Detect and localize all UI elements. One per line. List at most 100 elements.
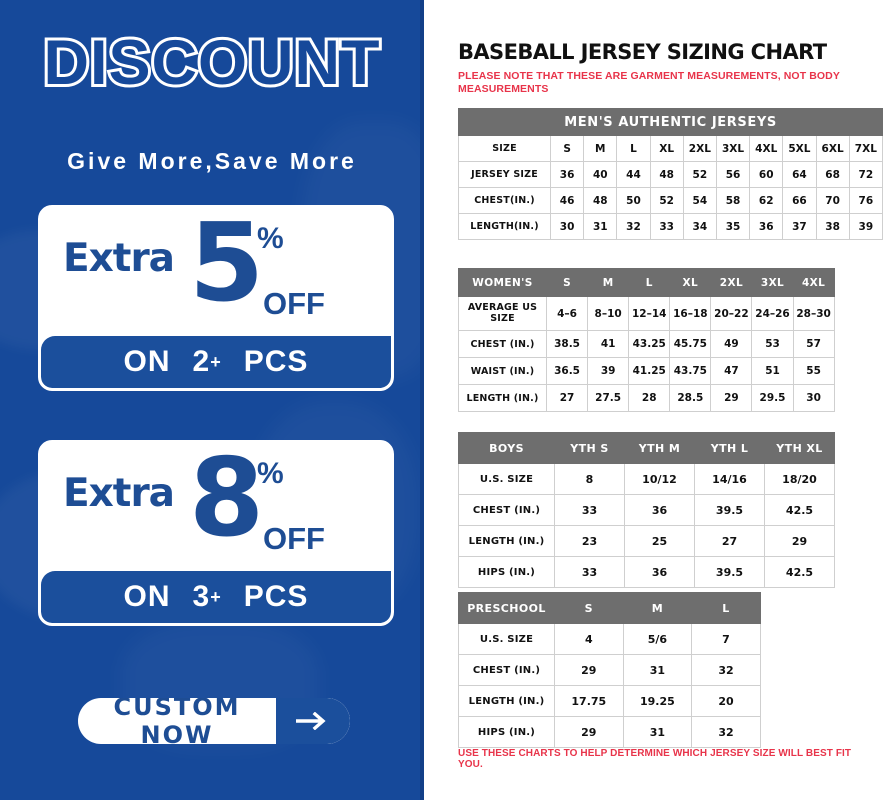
- column-header: 2XL: [682, 135, 717, 162]
- cell: 60: [749, 161, 784, 188]
- column-header: M: [622, 592, 693, 624]
- column-header: 6XL: [815, 135, 850, 162]
- offer-off-label: OFF: [263, 286, 325, 321]
- sizing-chart-panel: BASEBALL JERSEY SIZING CHART PLEASE NOTE…: [440, 0, 888, 800]
- cell: 43.25: [628, 330, 671, 358]
- row-label: LENGTH (IN.): [458, 384, 547, 412]
- row-label: WAIST (IN.): [458, 357, 547, 385]
- row-label: LENGTH(IN.): [458, 213, 551, 240]
- cell: 58: [715, 187, 751, 214]
- offer-pcs-label: PCS: [243, 580, 309, 613]
- cell: 30: [549, 213, 585, 240]
- cell: 36.5: [545, 357, 589, 385]
- column-header: S: [549, 135, 585, 162]
- column-header: 5XL: [782, 135, 817, 162]
- offer-discount-number: 5: [189, 205, 265, 326]
- table-header-row: PRESCHOOL S M L: [458, 592, 761, 624]
- column-header: 3XL: [751, 268, 794, 297]
- cell: 70: [815, 187, 850, 214]
- row-label: LENGTH (IN.): [458, 525, 555, 557]
- discount-headline-wrap: DISCOUNT: [0, 27, 424, 99]
- offer-percent-symbol: %: [257, 457, 284, 490]
- column-header: M: [587, 268, 630, 297]
- cell: 48: [649, 161, 684, 188]
- cell: 39: [848, 213, 884, 240]
- cell: 49: [710, 330, 753, 358]
- cell: 39: [587, 357, 630, 385]
- table-row: CHEST (IN.) 38.5 41 43.25 45.75 49 53 57: [458, 330, 835, 358]
- offer-qty-plus: +: [210, 351, 222, 372]
- cell: 68: [815, 161, 850, 188]
- table-row: LENGTH (IN.) 27 27.5 28 28.5 29 29.5 30: [458, 384, 835, 412]
- preschool-sizing-table: PRESCHOOL S M L U.S. SIZE 4 5/6 7 CHEST …: [458, 592, 761, 748]
- table-row: LENGTH(IN.) 30 31 32 33 34 35 36 37 38 3…: [458, 213, 884, 240]
- cell: 29: [554, 654, 624, 686]
- cell: 16–18: [669, 296, 712, 331]
- cell: 36: [624, 556, 695, 588]
- cell: 4–6: [545, 296, 589, 331]
- cell: 28–30: [792, 296, 835, 331]
- cell: 18/20: [764, 463, 835, 495]
- offer-card-8-percent[interactable]: Extra 8 % OFF ON 3 + PCS: [38, 440, 394, 626]
- arrow-right-icon: [276, 698, 350, 744]
- cell: 34: [682, 213, 717, 240]
- row-header-label: PRESCHOOL: [458, 592, 555, 624]
- cell: 32: [616, 213, 651, 240]
- cell: 20: [691, 685, 761, 717]
- cell: 14/16: [694, 463, 765, 495]
- column-header: YTH L: [694, 432, 765, 464]
- cell: 44: [616, 161, 651, 188]
- table-row: LENGTH (IN.) 23 25 27 29: [458, 525, 835, 557]
- cell: 10/12: [624, 463, 695, 495]
- womens-sizing-table: WOMEN'S S M L XL 2XL 3XL 4XL AVERAGE US …: [458, 268, 835, 412]
- cell: 31: [622, 654, 693, 686]
- row-label: HIPS (IN.): [458, 556, 555, 588]
- cell: 28.5: [669, 384, 712, 412]
- table-header-row: BOYS YTH S YTH M YTH L YTH XL: [458, 432, 835, 464]
- row-header-label: WOMEN'S: [458, 268, 547, 297]
- row-label: HIPS (IN.): [458, 716, 555, 748]
- cell: 45.75: [669, 330, 712, 358]
- discount-headline: DISCOUNT: [41, 27, 383, 99]
- row-label: U.S. SIZE: [458, 623, 555, 655]
- cell: 23: [554, 525, 625, 557]
- offer-condition-bar: ON 2 + PCS: [41, 336, 391, 388]
- cell: 51: [751, 357, 794, 385]
- cell: 27: [545, 384, 589, 412]
- table-row: HIPS (IN.) 29 31 32: [458, 716, 761, 748]
- table-row: HIPS (IN.) 33 36 39.5 42.5: [458, 556, 835, 588]
- cell: 36: [549, 161, 585, 188]
- cell: 39.5: [694, 494, 765, 526]
- cell: 33: [649, 213, 684, 240]
- table-row: U.S. SIZE 8 10/12 14/16 18/20: [458, 463, 835, 495]
- cell: 27: [694, 525, 765, 557]
- offer-extra-label: Extra: [63, 236, 175, 281]
- offer-percent-symbol: %: [257, 222, 284, 255]
- cell: 46: [549, 187, 585, 214]
- column-header: M: [583, 135, 618, 162]
- cell: 28: [628, 384, 671, 412]
- row-header-label: BOYS: [458, 432, 555, 464]
- offer-qty: 3: [192, 580, 211, 613]
- cell: 52: [649, 187, 684, 214]
- table-banner-row: MEN'S AUTHENTIC JERSEYS: [457, 108, 884, 136]
- cell: 36: [749, 213, 784, 240]
- cell: 8–10: [587, 296, 630, 331]
- table-header-row: SIZE S M L XL 2XL 3XL 4XL 5XL 6XL 7XL: [458, 135, 884, 162]
- cell: 64: [782, 161, 817, 188]
- offer-card-5-percent[interactable]: Extra 5 % OFF ON 2 + PCS: [38, 205, 394, 391]
- cell: 72: [848, 161, 884, 188]
- custom-now-button[interactable]: CUSTOM NOW: [78, 698, 350, 744]
- cell: 55: [792, 357, 835, 385]
- table-row: WAIST (IN.) 36.5 39 41.25 43.75 47 51 55: [458, 357, 835, 385]
- cell: 29: [764, 525, 835, 557]
- cell: 39.5: [694, 556, 765, 588]
- cell: 38: [815, 213, 850, 240]
- offer-extra-label: Extra: [63, 471, 175, 516]
- column-header: 4XL: [749, 135, 784, 162]
- cell: 29.5: [751, 384, 794, 412]
- cell: 47: [710, 357, 753, 385]
- cell: 32: [691, 654, 761, 686]
- cell: 4: [554, 623, 624, 655]
